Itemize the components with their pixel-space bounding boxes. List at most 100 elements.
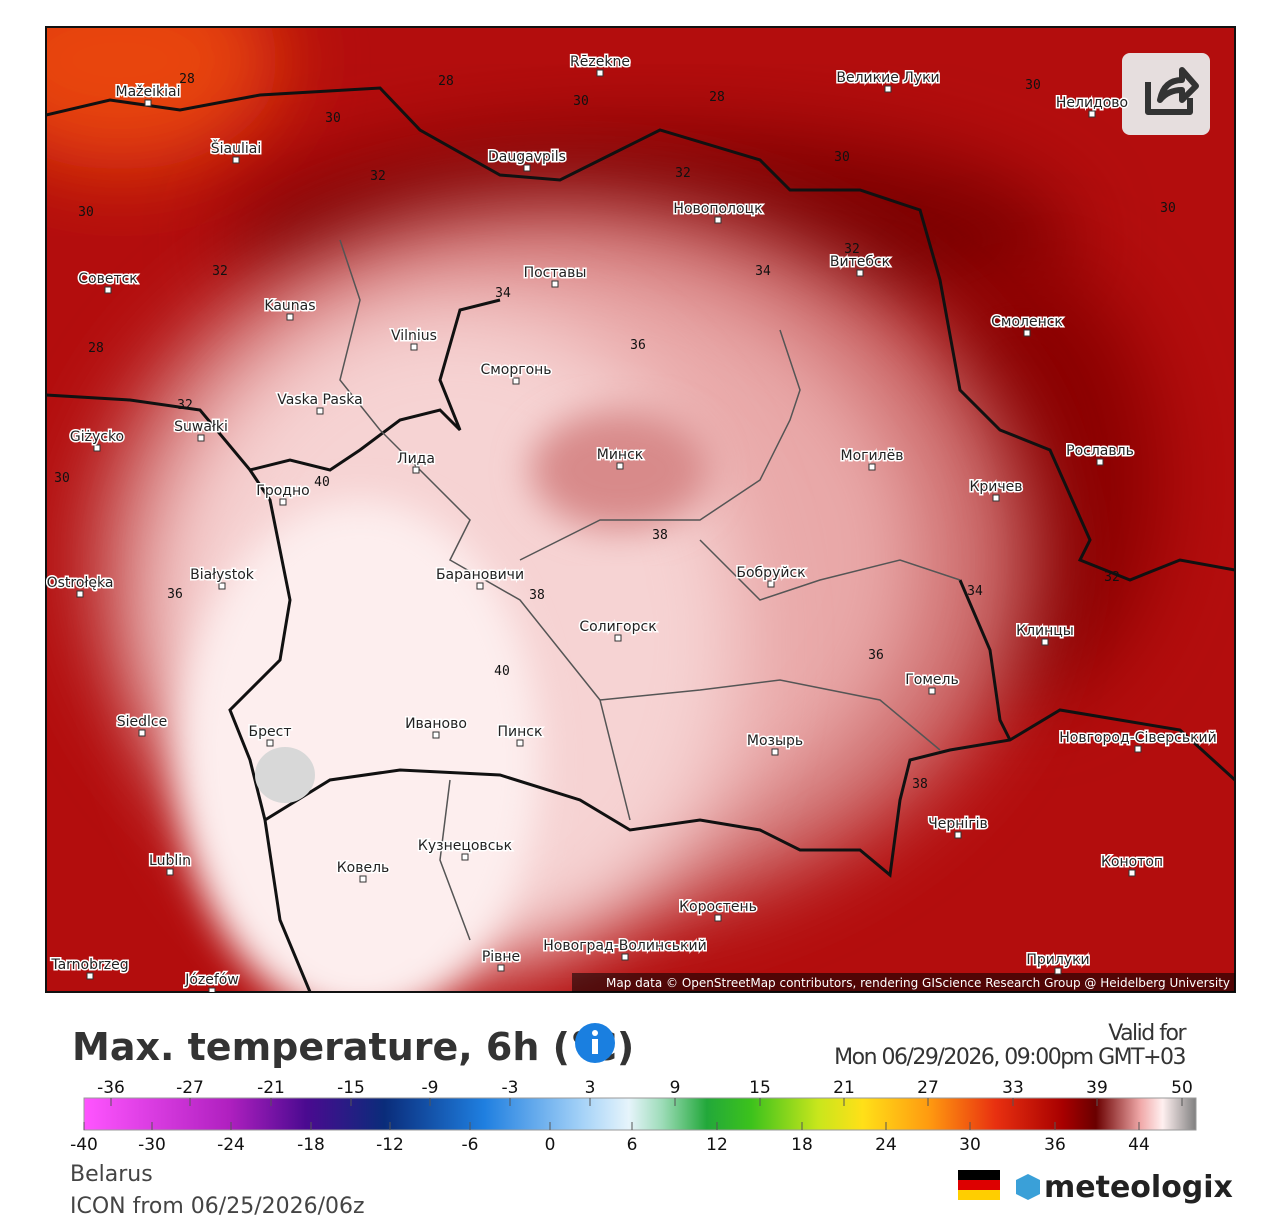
city-dot xyxy=(992,494,1000,502)
legend-bottom-label: 24 xyxy=(875,1135,897,1155)
contour-label: 30 xyxy=(1025,78,1041,93)
share-button[interactable] xyxy=(1122,53,1210,135)
city-label: Смоленск xyxy=(991,314,1063,330)
city-label: Кричев xyxy=(969,479,1022,495)
city-label: Гродно xyxy=(256,483,309,499)
city-dot xyxy=(928,687,936,695)
city-dot xyxy=(197,434,205,442)
city-label: Могилёв xyxy=(841,448,904,464)
contour-label: 40 xyxy=(494,664,510,679)
share-icon[interactable] xyxy=(1145,67,1199,115)
legend-bottom-label: -18 xyxy=(297,1135,325,1155)
contour-label: 30 xyxy=(834,150,850,165)
contour-label: 32 xyxy=(370,169,386,184)
legend-top-label: 33 xyxy=(1002,1078,1024,1098)
city-label: Гомель xyxy=(905,672,958,688)
legend-bottom-label: 18 xyxy=(791,1135,813,1155)
city-label: Мозырь xyxy=(747,733,803,749)
city-dot xyxy=(614,634,622,642)
city-label: Поставы xyxy=(524,265,587,281)
city-dot xyxy=(714,216,722,224)
city-label: Vaska Paska xyxy=(277,392,362,408)
logo-icon xyxy=(1016,1174,1040,1200)
legend-bottom-label: 30 xyxy=(959,1135,981,1155)
contour-label: 34 xyxy=(967,584,983,599)
legend-bottom-label: -30 xyxy=(138,1135,166,1155)
contour-label: 40 xyxy=(314,475,330,490)
contour-label: 34 xyxy=(755,264,771,279)
contour-label: 36 xyxy=(868,648,884,663)
city-dot xyxy=(1054,967,1062,975)
city-label: Białystok xyxy=(190,567,255,583)
contour-label: 28 xyxy=(438,74,454,89)
attribution: Map data © OpenStreetMap contributors, r… xyxy=(606,976,1230,990)
city-dot xyxy=(596,69,604,77)
city-label: Новгород-Сіверський xyxy=(1059,730,1216,746)
contour-label: 30 xyxy=(573,94,589,109)
contour-label: 28 xyxy=(179,72,195,87)
city-dot xyxy=(856,269,864,277)
city-dot xyxy=(771,748,779,756)
city-dot xyxy=(1041,638,1049,646)
city-dot xyxy=(616,462,624,470)
city-label: Конотоп xyxy=(1101,854,1163,870)
legend-bottom-label: -24 xyxy=(217,1135,245,1155)
city-dot xyxy=(516,739,524,747)
legend-bottom-label: -6 xyxy=(462,1135,479,1155)
city-label: Mažeikiai xyxy=(116,84,181,100)
contour-label: 38 xyxy=(529,588,545,603)
city-dot xyxy=(767,580,775,588)
city-label: Витебск xyxy=(830,254,890,270)
city-dot xyxy=(166,868,174,876)
city-label: Daugavpils xyxy=(488,149,566,165)
city-label: Lublin xyxy=(149,853,191,869)
city-dot xyxy=(86,972,94,980)
attribution-bg xyxy=(572,973,1235,992)
city-label: Кузнецовськ xyxy=(418,838,512,854)
city-label: Новоград-Волинський xyxy=(543,938,706,954)
city-label: Rēzekne xyxy=(570,54,630,70)
valid-label: Valid for xyxy=(1108,1021,1187,1046)
city-label: Солигорск xyxy=(579,619,656,635)
city-dot xyxy=(208,987,216,992)
city-dot xyxy=(144,99,152,107)
info-icon[interactable] xyxy=(575,1023,615,1063)
city-label: Советск xyxy=(78,271,138,287)
city-dot xyxy=(104,286,112,294)
city-dot xyxy=(1134,745,1142,753)
contour-label: 38 xyxy=(912,777,928,792)
valid-time: Mon 06/29/2026, 09:00pm GMT+03 xyxy=(834,1045,1185,1070)
city-dot xyxy=(266,739,274,747)
city-dot xyxy=(76,590,84,598)
city-dot xyxy=(621,953,629,961)
flag xyxy=(958,1170,1000,1200)
contour-label: 32 xyxy=(844,242,860,257)
city-label: Vilnius xyxy=(391,328,437,344)
city-label: Клинцы xyxy=(1016,623,1074,639)
legend-top-label: -9 xyxy=(422,1078,439,1098)
city-dot xyxy=(523,164,531,172)
map-labels: Rēzekne Великие Луки Mažeikiai Šiauliai Daug… xyxy=(46,53,1218,992)
legend-top-label: -36 xyxy=(97,1078,125,1098)
city-label: Минск xyxy=(597,447,643,463)
city-label: Великие Луки xyxy=(836,70,939,86)
city-label: Барановичи xyxy=(436,567,524,583)
city-label: Нелидово xyxy=(1056,95,1128,111)
city-dot xyxy=(714,914,722,922)
city-dot xyxy=(432,731,440,739)
legend-bottom-label: -12 xyxy=(376,1135,404,1155)
legend-top-label: 21 xyxy=(833,1078,855,1098)
legend-top-label: 9 xyxy=(670,1078,681,1098)
legend-bottom-label: -40 xyxy=(70,1135,98,1155)
contour-label: 32 xyxy=(675,166,691,181)
legend-bottom-label: 44 xyxy=(1128,1135,1150,1155)
city-dot xyxy=(359,875,367,883)
city-label: Ковель xyxy=(337,860,390,876)
legend-top-label: 50 xyxy=(1171,1078,1193,1098)
city-dot xyxy=(1096,458,1104,466)
city-dot xyxy=(286,313,294,321)
city-label: Siedlce xyxy=(117,714,167,730)
city-label: Иваново xyxy=(405,716,467,732)
city-dot xyxy=(316,407,324,415)
